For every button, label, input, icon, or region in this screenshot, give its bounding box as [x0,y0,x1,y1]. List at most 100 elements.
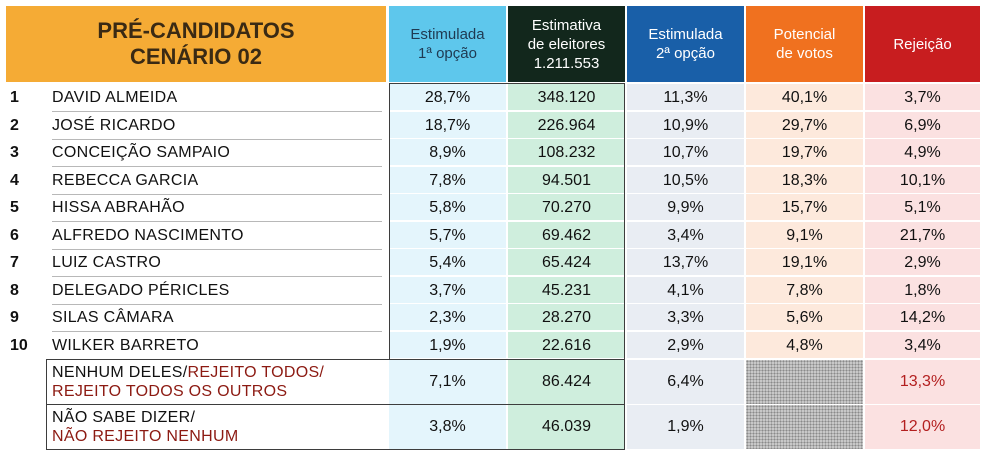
title-line-2: CENÁRIO 02 [129,44,263,69]
candidate-name: CONCEIÇÃO SAMPAIO [52,139,382,167]
header-estimulada-1: Estimulada 1ª opção [389,6,506,82]
cell-potencial: 9,1% [746,221,863,249]
table-row: 8 DELEGADO PÉRICLES 3,7% 45.231 4,1% 7,8… [6,276,980,305]
header-label: Estimativa [531,16,602,34]
candidate-name: REBECCA GARCIA [52,167,382,195]
cell-estimulada-2: 1,9% [627,405,744,449]
cell-estimativa: 46.039 [508,405,625,449]
candidate-name: HISSA ABRAHÃO [52,194,382,222]
cell-estimulada-1: 7,8% [389,166,506,194]
cell-estimulada-2: 6,4% [627,360,744,404]
cell-potencial: 15,7% [746,194,863,221]
header-label: Rejeição [893,35,952,53]
row-number: 4 [10,171,19,189]
cell-rejeicao: 6,9% [865,111,980,139]
cell-estimativa: 70.270 [508,194,625,221]
cell-estimativa: 45.231 [508,276,625,304]
header-label: de votos [776,45,833,62]
cell-rejeicao: 14,2% [865,304,980,331]
option-label-part: REJEITO TODOS/ [187,364,325,381]
cell-estimulada-2: 13,7% [627,249,744,276]
cell-estimativa: 22.616 [508,331,625,359]
table-row: 6 ALFREDO NASCIMENTO 5,7% 69.462 3,4% 9,… [6,221,980,250]
cell-rejeicao: 12,0% [865,405,980,449]
cell-estimativa: 226.964 [508,111,625,139]
cell-estimulada-1: 3,7% [389,276,506,304]
cell-rejeicao: 21,7% [865,221,980,249]
cell-estimulada-1: 2,3% [389,304,506,331]
cell-estimativa: 108.232 [508,139,625,166]
row-number: 6 [10,226,19,244]
option-label: NÃO SABE DIZER/NÃO REJEITO NENHUM [52,408,382,446]
cell-estimulada-1: 5,4% [389,249,506,276]
cell-estimativa: 69.462 [508,221,625,249]
cell-estimulada-2: 9,9% [627,194,744,221]
cell-estimulada-1: 1,9% [389,331,506,359]
table-row: 1 DAVID ALMEIDA 28,7% 348.120 11,3% 40,1… [6,84,980,112]
cell-potencial: 4,8% [746,331,863,359]
candidate-name: WILKER BARRETO [52,336,200,354]
table-row: 4 REBECCA GARCIA 7,8% 94.501 10,5% 18,3%… [6,166,980,195]
row-number: 5 [10,199,19,216]
table-row-nao-sabe: NÃO SABE DIZER/NÃO REJEITO NENHUM 3,8% 4… [6,405,980,449]
cell-estimativa: 348.120 [508,84,625,111]
header-label: 1ª opção [418,45,477,62]
candidate-name: ALFREDO NASCIMENTO [52,222,382,250]
row-number: 9 [10,309,19,326]
header-rejeicao: Rejeição [865,6,980,82]
cell-estimulada-1: 28,7% [389,84,506,111]
cell-potencial: 40,1% [746,84,863,111]
cell-potencial: 18,3% [746,166,863,194]
candidate-name: DELEGADO PÉRICLES [52,277,382,305]
header-label: Estimulada [410,26,485,43]
header-label: Potencial [773,26,836,43]
header-label: 1.211.553 [533,54,600,72]
cell-estimulada-2: 3,4% [627,221,744,249]
table-row-nenhum: NENHUM DELES/REJEITO TODOS/REJEITO TODOS… [6,360,980,404]
cell-potencial: 7,8% [746,276,863,304]
cell-estimulada-1: 18,7% [389,111,506,139]
cell-rejeicao: 13,3% [865,360,980,404]
table-row: 7 LUIZ CASTRO 5,4% 65.424 13,7% 19,1% 2,… [6,249,980,277]
candidate-name: SILAS CÂMARA [52,304,382,332]
table-title: PRÉ-CANDIDATOS CENÁRIO 02 [6,6,386,82]
row-number: 1 [10,89,19,106]
cell-potencial: 19,7% [746,139,863,166]
cell-estimulada-1: 5,8% [389,194,506,221]
cell-estimativa: 65.424 [508,249,625,276]
table-row: 2 JOSÉ RICARDO 18,7% 226.964 10,9% 29,7%… [6,111,980,140]
title-line-1: PRÉ-CANDIDATOS [97,18,295,43]
cell-rejeicao: 3,4% [865,331,980,359]
cell-estimulada-2: 10,7% [627,139,744,166]
cell-rejeicao: 10,1% [865,166,980,194]
cell-estimulada-1: 8,9% [389,139,506,166]
cell-estimulada-1: 5,7% [389,221,506,249]
row-number: 2 [10,116,19,134]
cell-estimulada-2: 3,3% [627,304,744,331]
cell-estimulada-2: 10,9% [627,111,744,139]
cell-potencial-empty [746,360,863,404]
header-label: Estimulada [648,26,723,43]
cell-rejeicao: 3,7% [865,84,980,111]
row-number: 3 [10,144,19,161]
table-row: 3 CONCEIÇÃO SAMPAIO 8,9% 108.232 10,7% 1… [6,139,980,167]
cell-rejeicao: 1,8% [865,276,980,304]
cell-estimulada-2: 11,3% [627,84,744,111]
candidate-name: LUIZ CASTRO [52,249,382,277]
cell-estimulada-2: 10,5% [627,166,744,194]
cell-estimulada-2: 2,9% [627,331,744,359]
option-label-part: NÃO SABE DIZER/ [52,409,196,426]
cell-estimativa: 28.270 [508,304,625,331]
table-row: 9 SILAS CÂMARA 2,3% 28.270 3,3% 5,6% 14,… [6,304,980,332]
cell-rejeicao: 4,9% [865,139,980,166]
option-label-part: NÃO REJEITO NENHUM [52,428,239,445]
cell-potencial: 29,7% [746,111,863,139]
cell-estimulada-2: 4,1% [627,276,744,304]
header-label: 2ª opção [656,45,715,62]
cell-potencial: 5,6% [746,304,863,331]
table-row: 10 WILKER BARRETO 1,9% 22.616 2,9% 4,8% … [6,331,980,359]
header-potencial-votos: Potencial de votos [746,6,863,82]
header-estimulada-2: Estimulada 2ª opção [627,6,744,82]
option-label-part: NENHUM DELES/ [52,364,188,381]
cell-rejeicao: 5,1% [865,194,980,221]
